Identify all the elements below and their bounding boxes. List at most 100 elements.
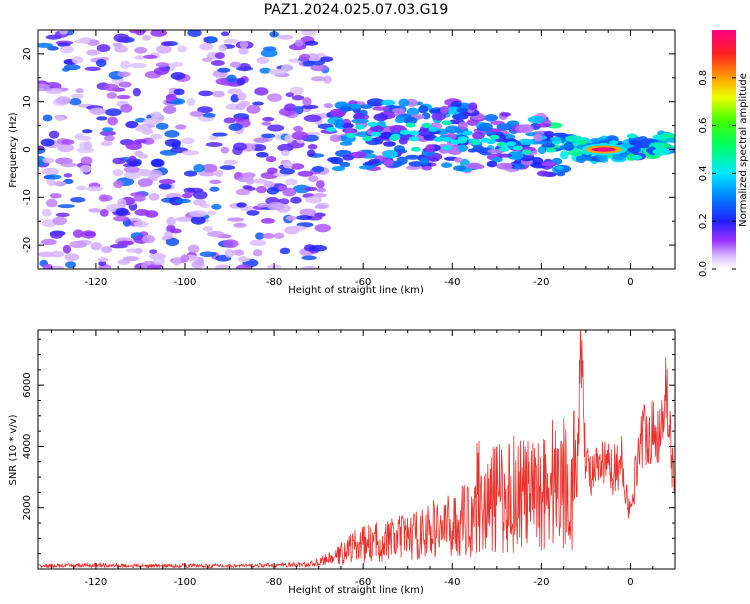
- spectrogram-cell: [403, 116, 418, 125]
- spectrogram-cell: [367, 121, 378, 127]
- colorbar: 0.0 0.2 0.4 0.6 0.8 Normalized spectral ampl…: [698, 30, 749, 277]
- colorbar-tick-label: 0.6: [698, 118, 709, 134]
- spectrogram-cell: [293, 125, 303, 132]
- spectrogram-cell: [149, 249, 158, 254]
- spectrogram-cell: [99, 130, 116, 137]
- spectrogram-cell: [285, 92, 294, 98]
- spectrogram-cell: [150, 111, 162, 118]
- spectrogram-cell: [38, 83, 51, 92]
- spectrogram-cell: [260, 49, 278, 58]
- spectrogram-cell: [372, 106, 390, 111]
- spectrogram-cell: [453, 165, 467, 172]
- spectrogram-cell: [512, 145, 523, 151]
- spectrogram-cell: [73, 39, 92, 44]
- spectrogram-cell: [57, 204, 75, 209]
- spectrogram-cell: [211, 132, 228, 137]
- spectrogram-cell: [104, 108, 122, 117]
- spectrogram-cell: [90, 242, 103, 251]
- spectrogram-cell: [125, 141, 143, 151]
- spectrogram-cell: [109, 244, 128, 249]
- spectrogram-cell: [120, 60, 131, 69]
- spectrogram-cell: [155, 44, 172, 54]
- spectrogram-cell: [518, 138, 534, 145]
- spectrogram-cell: [207, 36, 218, 42]
- spectrogram-cell: [323, 75, 332, 84]
- spectrogram-cell: [98, 260, 107, 267]
- spectrogram-cell: [282, 187, 297, 197]
- colorbar-tick-label: 0.0: [698, 261, 709, 277]
- spectrogram-cell: [189, 210, 207, 218]
- spectrogram-cell: [233, 222, 247, 228]
- spectrogram-cell: [114, 45, 129, 53]
- spectrogram-cell: [246, 210, 260, 216]
- spectrogram-cell: [233, 117, 245, 122]
- x-tick-label: -20: [533, 277, 549, 288]
- spectrogram-cell: [631, 154, 642, 160]
- spectrogram-cell: [175, 124, 187, 130]
- spectrogram-cell: [70, 93, 84, 99]
- spectrogram-cell: [467, 148, 477, 153]
- spectrogram-cell: [284, 134, 294, 144]
- spectrogram-cell: [453, 157, 463, 163]
- spectrogram-cell: [55, 212, 70, 217]
- spectrogram-cell: [406, 107, 420, 117]
- spectrogram-cell: [341, 122, 354, 129]
- spectrogram-cell: [86, 49, 100, 56]
- spectrogram-cell: [45, 87, 63, 95]
- spectrogram-cell: [450, 139, 461, 145]
- spectrogram-cell: [88, 208, 102, 213]
- spectrogram-cell: [425, 144, 435, 153]
- spectrogram-cell: [277, 143, 294, 152]
- snr-xlabel: Height of straight line (km): [288, 585, 424, 596]
- spectrogram-cell: [552, 132, 568, 137]
- spectrogram-cell: [164, 138, 181, 147]
- spectrogram-cell: [440, 162, 453, 168]
- spectrogram-cell: [410, 146, 421, 152]
- spectrogram-cell: [377, 120, 386, 126]
- spectrogram-cell: [40, 138, 55, 147]
- spectrogram-cell: [279, 247, 291, 255]
- spectrogram-cell: [141, 128, 154, 135]
- spectrogram-cell: [207, 230, 225, 238]
- spectrogram-frame: [37, 29, 676, 270]
- spectrogram-cell: [297, 170, 314, 177]
- spectrogram-cell: [489, 134, 500, 140]
- spectrogram-cell: [229, 61, 242, 68]
- x-tick-label: -40: [444, 277, 460, 288]
- spectrogram-cell: [132, 87, 141, 97]
- spectrogram-cell: [79, 165, 92, 173]
- spectrogram-cell: [399, 129, 410, 135]
- spectrogram-cell: [116, 198, 127, 207]
- spectrogram-cell: [543, 130, 555, 138]
- spectrogram-cell: [226, 74, 237, 83]
- spectrogram-cell: [134, 209, 150, 216]
- spectrogram-cell: [260, 133, 276, 139]
- spectrogram-cell: [53, 181, 67, 187]
- spectrogram-cell: [527, 115, 545, 124]
- spectrogram-cell: [405, 154, 420, 160]
- spectrogram-cell: [38, 42, 54, 48]
- spectrogram-cell: [48, 130, 60, 139]
- spectrogram-cell: [89, 107, 106, 115]
- spectrogram-cell: [277, 34, 294, 40]
- spectrogram-cell: [629, 140, 644, 146]
- spectrogram-cell: [261, 121, 272, 126]
- spectrogram-cell: [267, 124, 285, 132]
- spectrogram-cell: [255, 186, 267, 194]
- spectrogram-cell: [180, 254, 189, 263]
- spectrogram-cell: [117, 71, 131, 78]
- spectrogram-cell: [279, 168, 296, 175]
- spectrogram-cell: [142, 137, 155, 145]
- spectrogram-cell: [138, 153, 148, 159]
- spectrogram-cell: [237, 63, 251, 72]
- spectrogram-cell: [143, 117, 160, 125]
- spectrogram-cell: [52, 216, 68, 226]
- spectrogram-cell: [150, 133, 163, 140]
- spectrogram-cell: [177, 45, 187, 53]
- spectrogram-cell: [496, 123, 513, 131]
- spectrogram-cell: [288, 225, 307, 232]
- spectrogram-cell: [96, 44, 111, 53]
- spectrogram-cell: [83, 231, 96, 237]
- spectrogram-cell: [545, 147, 556, 153]
- spectrogram-cell: [193, 190, 208, 200]
